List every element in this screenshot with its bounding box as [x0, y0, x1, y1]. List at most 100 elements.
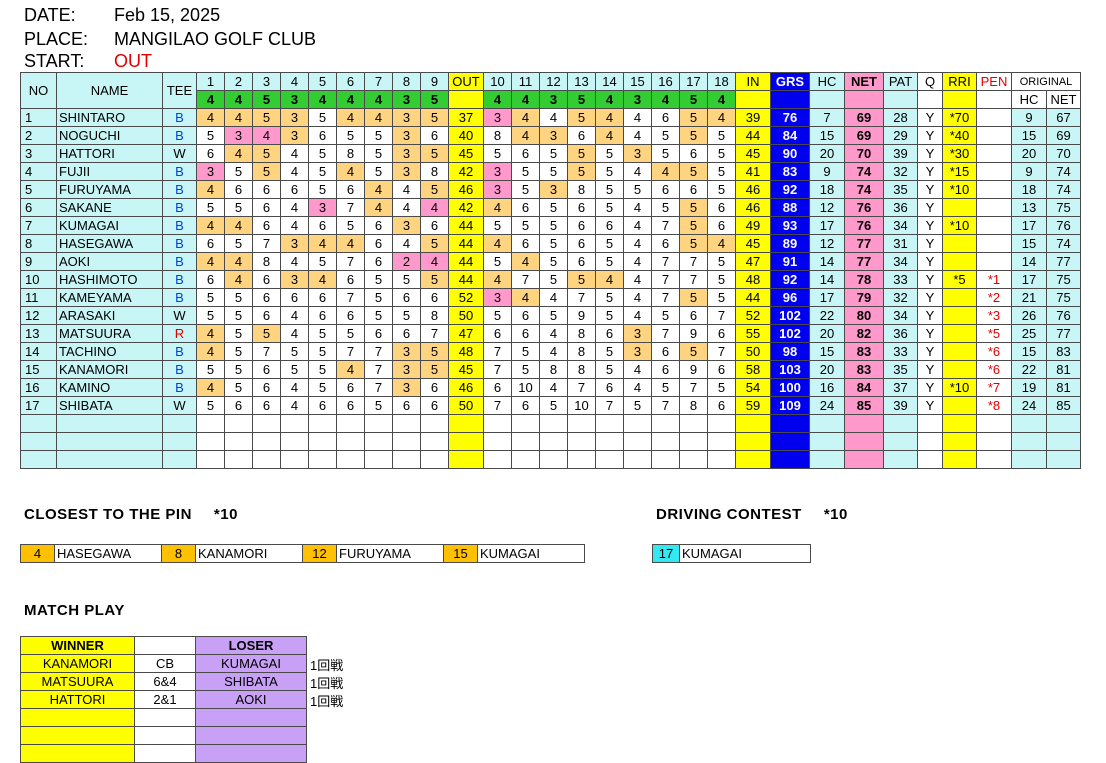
- score-hole-15: 3: [623, 144, 652, 163]
- par-in-15: 3: [623, 90, 652, 109]
- player-q: Y: [917, 342, 943, 361]
- empty-no: [20, 414, 57, 433]
- player-out-total: 47: [448, 324, 484, 343]
- score-hole-10: 4: [483, 234, 512, 253]
- score-hole-14: 5: [595, 234, 624, 253]
- par-out-1: 4: [196, 90, 225, 109]
- score-hole-15: 4: [623, 198, 652, 217]
- empty-cell: [651, 414, 680, 433]
- empty-cell: [280, 432, 309, 451]
- score-hole-4: 3: [280, 234, 309, 253]
- score-hole-17: 5: [679, 108, 708, 127]
- player-hc: 14: [809, 252, 845, 271]
- empty-tee: [162, 414, 197, 433]
- par-grs: [770, 90, 810, 109]
- score-hole-18: 5: [707, 378, 736, 397]
- player-orig-net: 75: [1046, 288, 1081, 307]
- score-hole-4: 4: [280, 144, 309, 163]
- player-orig-net: 74: [1046, 162, 1081, 181]
- score-hole-6: 6: [336, 306, 365, 325]
- score-hole-8: 3: [392, 378, 421, 397]
- player-hc: 7: [809, 108, 845, 127]
- player-grs: 83: [770, 162, 810, 181]
- player-hc: 20: [809, 144, 845, 163]
- score-hole-3: 6: [252, 270, 281, 289]
- player-row: 3 HATTORI W 6 4 5 4 5 8 5 3 5 45 5 6 5 5 5 3 5 6 5 45 90 20 70 39 Y…: [20, 144, 1081, 163]
- header-hole-16: 16: [651, 72, 680, 91]
- empty-cell: [196, 432, 225, 451]
- player-net: 85: [844, 396, 884, 415]
- player-orig-hc: 17: [1011, 270, 1047, 289]
- empty-row: [20, 432, 1081, 451]
- player-orig-hc: 20: [1011, 144, 1047, 163]
- player-no: 13: [20, 324, 57, 343]
- score-hole-3: 6: [252, 360, 281, 379]
- score-hole-8: 3: [392, 342, 421, 361]
- player-pat: 33: [883, 342, 918, 361]
- start-line: START: OUT: [24, 50, 152, 72]
- player-orig-net: 74: [1046, 234, 1081, 253]
- match-round: 1回戦: [310, 676, 344, 691]
- par-in-16: 4: [651, 90, 680, 109]
- score-hole-3: 6: [252, 378, 281, 397]
- player-grs: 103: [770, 360, 810, 379]
- score-hole-4: 4: [280, 306, 309, 325]
- score-hole-10: 7: [483, 396, 512, 415]
- empty-cell: [595, 450, 624, 469]
- player-rri: *30: [942, 144, 977, 163]
- empty-cell: [364, 432, 393, 451]
- player-name: KUMAGAI: [56, 216, 163, 235]
- score-hole-14: 6: [595, 378, 624, 397]
- player-pat: 34: [883, 306, 918, 325]
- player-pat: 37: [883, 378, 918, 397]
- player-pen: *5: [976, 324, 1012, 343]
- empty-out: [448, 432, 484, 451]
- score-hole-12: 4: [539, 324, 568, 343]
- player-out-total: 44: [448, 270, 484, 289]
- score-hole-4: 3: [280, 108, 309, 127]
- score-hole-17: 8: [679, 396, 708, 415]
- score-hole-17: 5: [679, 234, 708, 253]
- score-hole-11: 6: [511, 396, 540, 415]
- score-hole-14: 7: [595, 396, 624, 415]
- player-net: 83: [844, 360, 884, 379]
- player-in-total: 52: [735, 306, 771, 325]
- header-orig-hc: HC: [1011, 90, 1047, 109]
- score-hole-14: 4: [595, 108, 624, 127]
- score-hole-5: 6: [308, 216, 337, 235]
- score-hole-16: 5: [651, 306, 680, 325]
- score-hole-10: 3: [483, 108, 512, 127]
- player-tee: B: [162, 342, 197, 361]
- score-hole-11: 4: [511, 288, 540, 307]
- player-net: 76: [844, 198, 884, 217]
- score-hole-1: 6: [196, 270, 225, 289]
- player-net: 77: [844, 252, 884, 271]
- player-rri: [942, 288, 977, 307]
- match-title: MATCH PLAY: [24, 602, 125, 619]
- score-hole-13: 8: [567, 360, 596, 379]
- match-result: CB: [134, 654, 196, 673]
- player-pen: *6: [976, 342, 1012, 361]
- score-hole-5: 6: [308, 126, 337, 145]
- empty-cell: [595, 414, 624, 433]
- score-hole-6: 8: [336, 144, 365, 163]
- match-round: 1回戦: [310, 658, 344, 673]
- score-hole-17: 9: [679, 360, 708, 379]
- score-hole-8: 3: [392, 216, 421, 235]
- score-hole-6: 6: [336, 180, 365, 199]
- player-net: 74: [844, 180, 884, 199]
- match-row: KANAMORI CB KUMAGAI: [20, 654, 307, 673]
- par-out-4: 3: [280, 90, 309, 109]
- player-orig-net: 75: [1046, 198, 1081, 217]
- player-out-total: 46: [448, 180, 484, 199]
- empty-cell: [623, 432, 652, 451]
- match-result: 2&1: [134, 690, 196, 709]
- score-hole-9: 6: [420, 126, 449, 145]
- player-rri: [942, 342, 977, 361]
- score-hole-3: 6: [252, 288, 281, 307]
- score-hole-2: 5: [224, 234, 253, 253]
- score-hole-9: 5: [420, 342, 449, 361]
- score-hole-7: 4: [364, 198, 393, 217]
- par-in-11: 4: [511, 90, 540, 109]
- score-hole-1: 4: [196, 252, 225, 271]
